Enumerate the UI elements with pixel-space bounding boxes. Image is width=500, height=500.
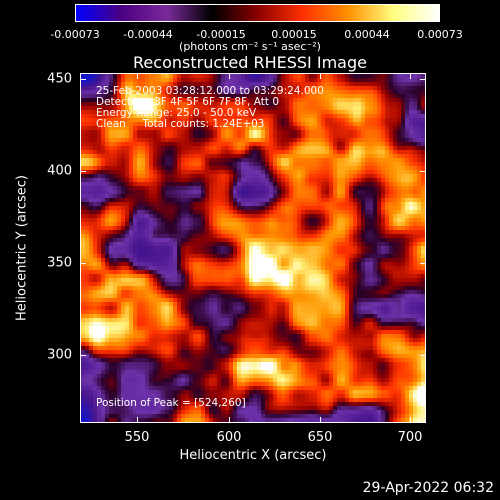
- info-detectors: Detectors: 3F 4F 5F 6F 7F 8F, Att 0: [96, 96, 280, 108]
- colorbar-tick: -0.00073: [50, 28, 100, 41]
- axis-tick-mark: [80, 355, 86, 356]
- x-tick-label: 650: [307, 430, 333, 445]
- colorbar-tick: 0.00044: [344, 28, 390, 41]
- axis-tick-mark: [137, 73, 138, 79]
- axis-tick-mark: [320, 73, 321, 79]
- colorbar: [75, 4, 440, 22]
- axis-tick-mark: [420, 171, 426, 172]
- axis-tick-mark: [229, 417, 230, 423]
- colorbar-units: (photons cm⁻² s⁻¹ asec⁻²): [179, 40, 321, 53]
- colorbar-tick: -0.00044: [123, 28, 173, 41]
- colorbar-tick: 0.00015: [271, 28, 317, 41]
- axis-tick-mark: [80, 263, 86, 264]
- y-tick-label: 350: [47, 255, 72, 271]
- info-energy-range: Energy Range: 25.0 - 50.0 keV: [96, 107, 257, 119]
- axis-tick-mark: [420, 263, 426, 264]
- axis-tick-mark: [420, 355, 426, 356]
- plot-timestamp: 29-Apr-2022 06:32: [362, 480, 494, 496]
- x-axis-label: Heliocentric X (arcsec): [179, 448, 327, 463]
- image-frame: [80, 73, 426, 423]
- axis-tick-mark: [80, 79, 86, 80]
- y-axis-label: Heliocentric Y (arcsec): [14, 175, 30, 321]
- y-tick-label: 300: [47, 347, 72, 363]
- axis-tick-mark: [410, 417, 411, 423]
- x-tick-label: 600: [216, 430, 242, 445]
- colorbar-tick: -0.00015: [196, 28, 246, 41]
- axis-tick-mark: [410, 73, 411, 79]
- x-tick-label: 550: [124, 430, 150, 445]
- info-time-range: 25-Feb-2003 03:28:12.000 to 03:29:24.000: [96, 85, 324, 97]
- image-info: 25-Feb-2003 03:28:12.000 to 03:29:24.000…: [96, 86, 324, 130]
- y-tick-label: 400: [47, 163, 72, 179]
- y-tick-label: 450: [47, 71, 72, 87]
- colorbar-tick: 0.00073: [417, 28, 463, 41]
- axis-tick-mark: [320, 417, 321, 423]
- info-clean-counts: Clean Total counts: 1.24E+03: [96, 118, 265, 130]
- axis-tick-mark: [137, 417, 138, 423]
- axis-tick-mark: [420, 79, 426, 80]
- axis-tick-mark: [80, 171, 86, 172]
- x-tick-label: 700: [397, 430, 423, 445]
- axis-tick-mark: [229, 73, 230, 79]
- reconstructed-image: [81, 74, 425, 422]
- plot-title: Reconstructed RHESSI Image: [133, 53, 367, 72]
- peak-position: Position of Peak = [524,260]: [96, 397, 246, 409]
